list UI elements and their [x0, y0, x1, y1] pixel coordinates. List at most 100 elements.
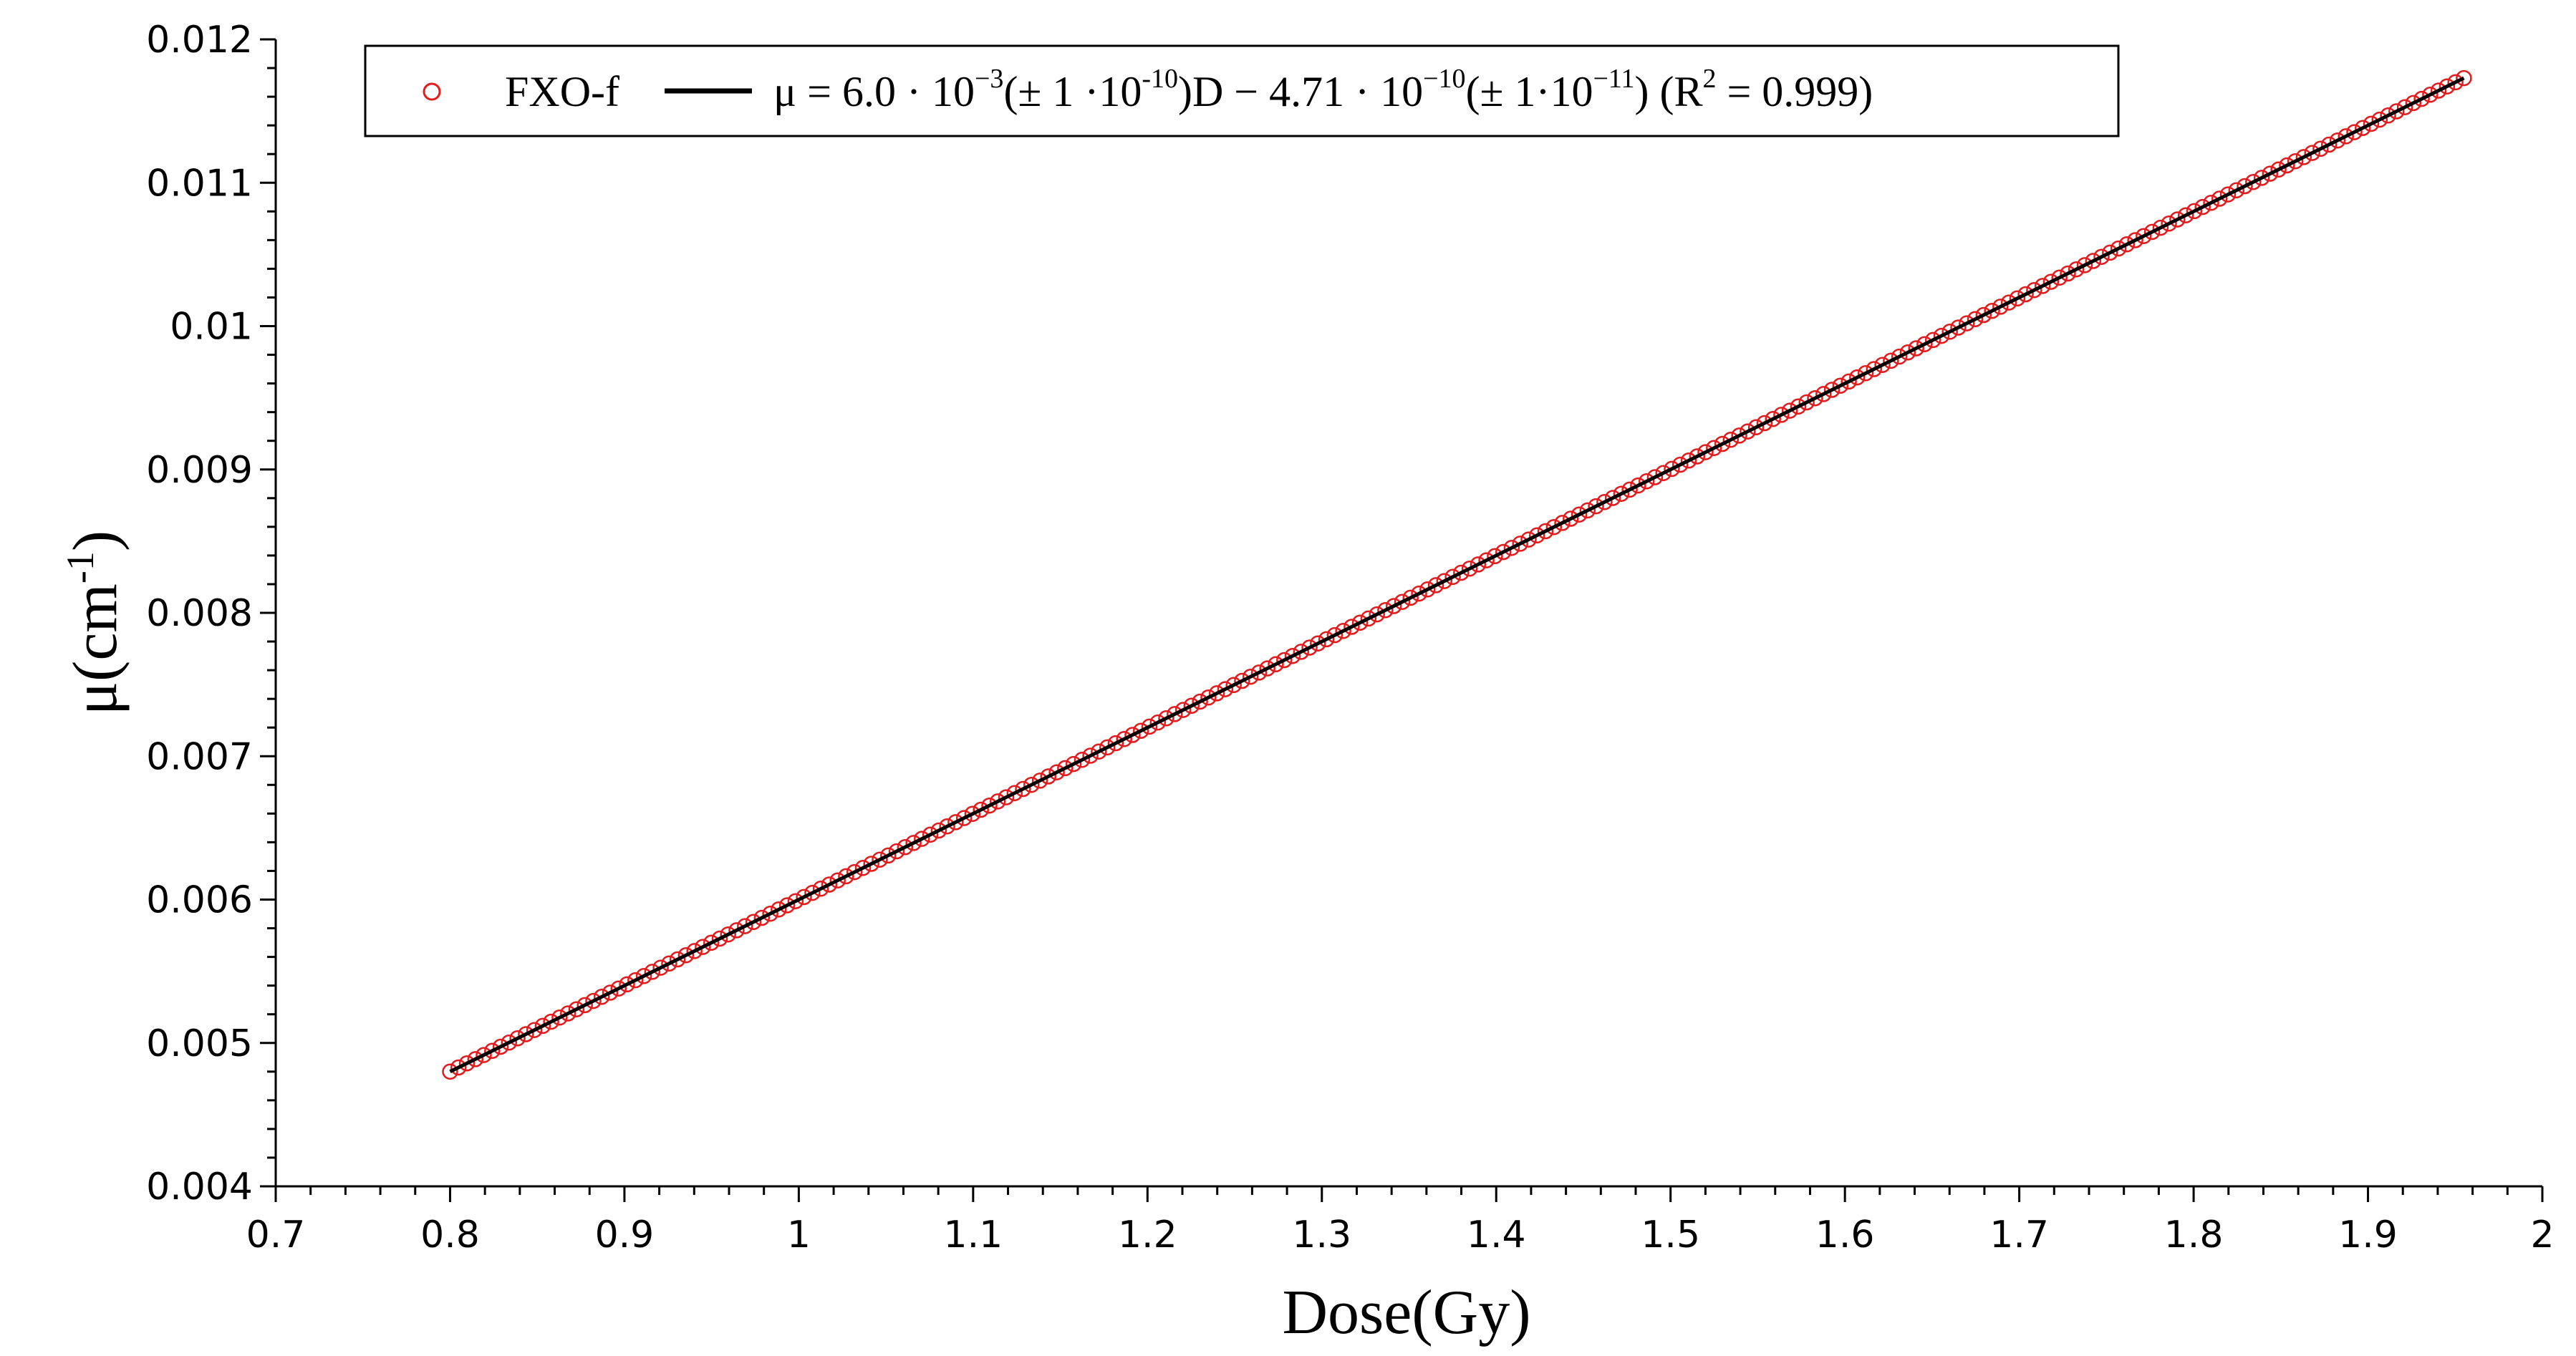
data-point [1933, 327, 1950, 344]
data-point [2110, 240, 2127, 257]
data-point [2034, 278, 2051, 294]
data-point [2320, 136, 2338, 153]
data-point [1815, 386, 1832, 402]
x-tick-label: 1.2 [1118, 1214, 1177, 1256]
data-point [1563, 510, 1579, 527]
data-point [1528, 527, 1545, 544]
data-point [2447, 74, 2464, 91]
data-point [1141, 718, 1158, 735]
data-point [1899, 344, 1916, 361]
data-point [1048, 764, 1065, 780]
data-point [1891, 348, 1908, 365]
data-point [1646, 469, 1664, 485]
x-tick-label: 1 [787, 1214, 811, 1256]
data-point [1031, 773, 1048, 789]
data-point [1731, 427, 1747, 444]
data-point [1756, 415, 1773, 432]
data-point [947, 814, 964, 830]
data-point [1638, 473, 1655, 490]
legend-scatter-label: FXO-f [505, 68, 619, 115]
data-point [778, 897, 796, 914]
data-point [1259, 660, 1275, 677]
data-point [888, 843, 905, 860]
data-point [1158, 710, 1174, 727]
data-point [2177, 207, 2194, 223]
data-point [2143, 223, 2161, 241]
data-point [1671, 456, 1689, 473]
data-point [1613, 485, 1630, 502]
data-point [1512, 536, 1528, 552]
x-tick-label: 2 [2530, 1214, 2554, 1256]
data-point [1495, 543, 1512, 561]
data-point [644, 964, 661, 980]
data-point [2430, 82, 2447, 99]
data-point [2194, 198, 2211, 215]
data-markers [442, 69, 2472, 1080]
data-point [1857, 365, 1874, 382]
data-point [1284, 647, 1301, 664]
data-point [2161, 215, 2177, 232]
x-tick-label: 0.7 [246, 1214, 306, 1256]
y-tick-label: 0.007 [146, 735, 253, 778]
legend-fit-superscript: −10 [1423, 64, 1465, 94]
data-point [762, 905, 778, 922]
data-point [2093, 248, 2110, 265]
data-point [1689, 448, 1706, 465]
data-point [1883, 352, 1899, 369]
data-point [2026, 281, 2042, 299]
data-point [922, 826, 939, 843]
legend-fit-part: (± 1 ·10 [1003, 68, 1142, 115]
data-point [1099, 739, 1116, 756]
data-point [905, 835, 922, 851]
data-point [1208, 685, 1225, 702]
data-point [2068, 261, 2085, 278]
data-point [838, 868, 854, 885]
x-tick-label: 1.7 [1989, 1214, 2049, 1256]
legend-fit-part: (± 1·10 [1466, 68, 1593, 115]
data-point [518, 1026, 534, 1042]
data-point [1571, 506, 1588, 523]
data-point [669, 951, 686, 968]
data-point [1487, 548, 1503, 565]
x-tick-label: 1.3 [1292, 1214, 1351, 1256]
data-point [635, 968, 652, 984]
data-point [1832, 377, 1849, 394]
data-point [1790, 398, 1807, 415]
data-point [1351, 614, 1369, 631]
data-point [1706, 440, 1722, 457]
data-point [652, 959, 669, 976]
data-point [998, 789, 1015, 805]
data-point [1057, 760, 1074, 777]
data-point [1065, 755, 1082, 773]
data-point [1941, 324, 1958, 340]
data-point [1807, 389, 1823, 407]
data-point [1841, 373, 1857, 390]
data-point [2396, 99, 2413, 115]
data-point [2228, 182, 2245, 199]
data-point [846, 863, 863, 881]
data-point [661, 955, 677, 972]
legend-fit-superscript: 2 [1702, 64, 1716, 94]
data-point [1360, 610, 1377, 627]
data-point [720, 926, 736, 943]
data-point [619, 976, 635, 993]
fit-line-group [449, 76, 2465, 1074]
data-point [981, 797, 998, 814]
data-point [2042, 273, 2060, 290]
data-point [2279, 157, 2295, 174]
data-point [2237, 178, 2253, 195]
data-point [1596, 494, 1613, 510]
data-point [1318, 631, 1335, 648]
data-point [1149, 714, 1167, 731]
fit-line [449, 76, 2465, 1074]
data-point [1747, 419, 1765, 436]
data-point [2405, 95, 2422, 112]
data-point [1377, 602, 1394, 619]
y-tick-label: 0.012 [146, 19, 253, 62]
data-point [1250, 664, 1268, 681]
data-point [1874, 357, 1891, 373]
data-point [559, 1005, 577, 1022]
x-tick-label: 1.1 [943, 1214, 1003, 1256]
data-point [753, 909, 771, 926]
x-tick-label: 1.5 [1641, 1214, 1700, 1256]
